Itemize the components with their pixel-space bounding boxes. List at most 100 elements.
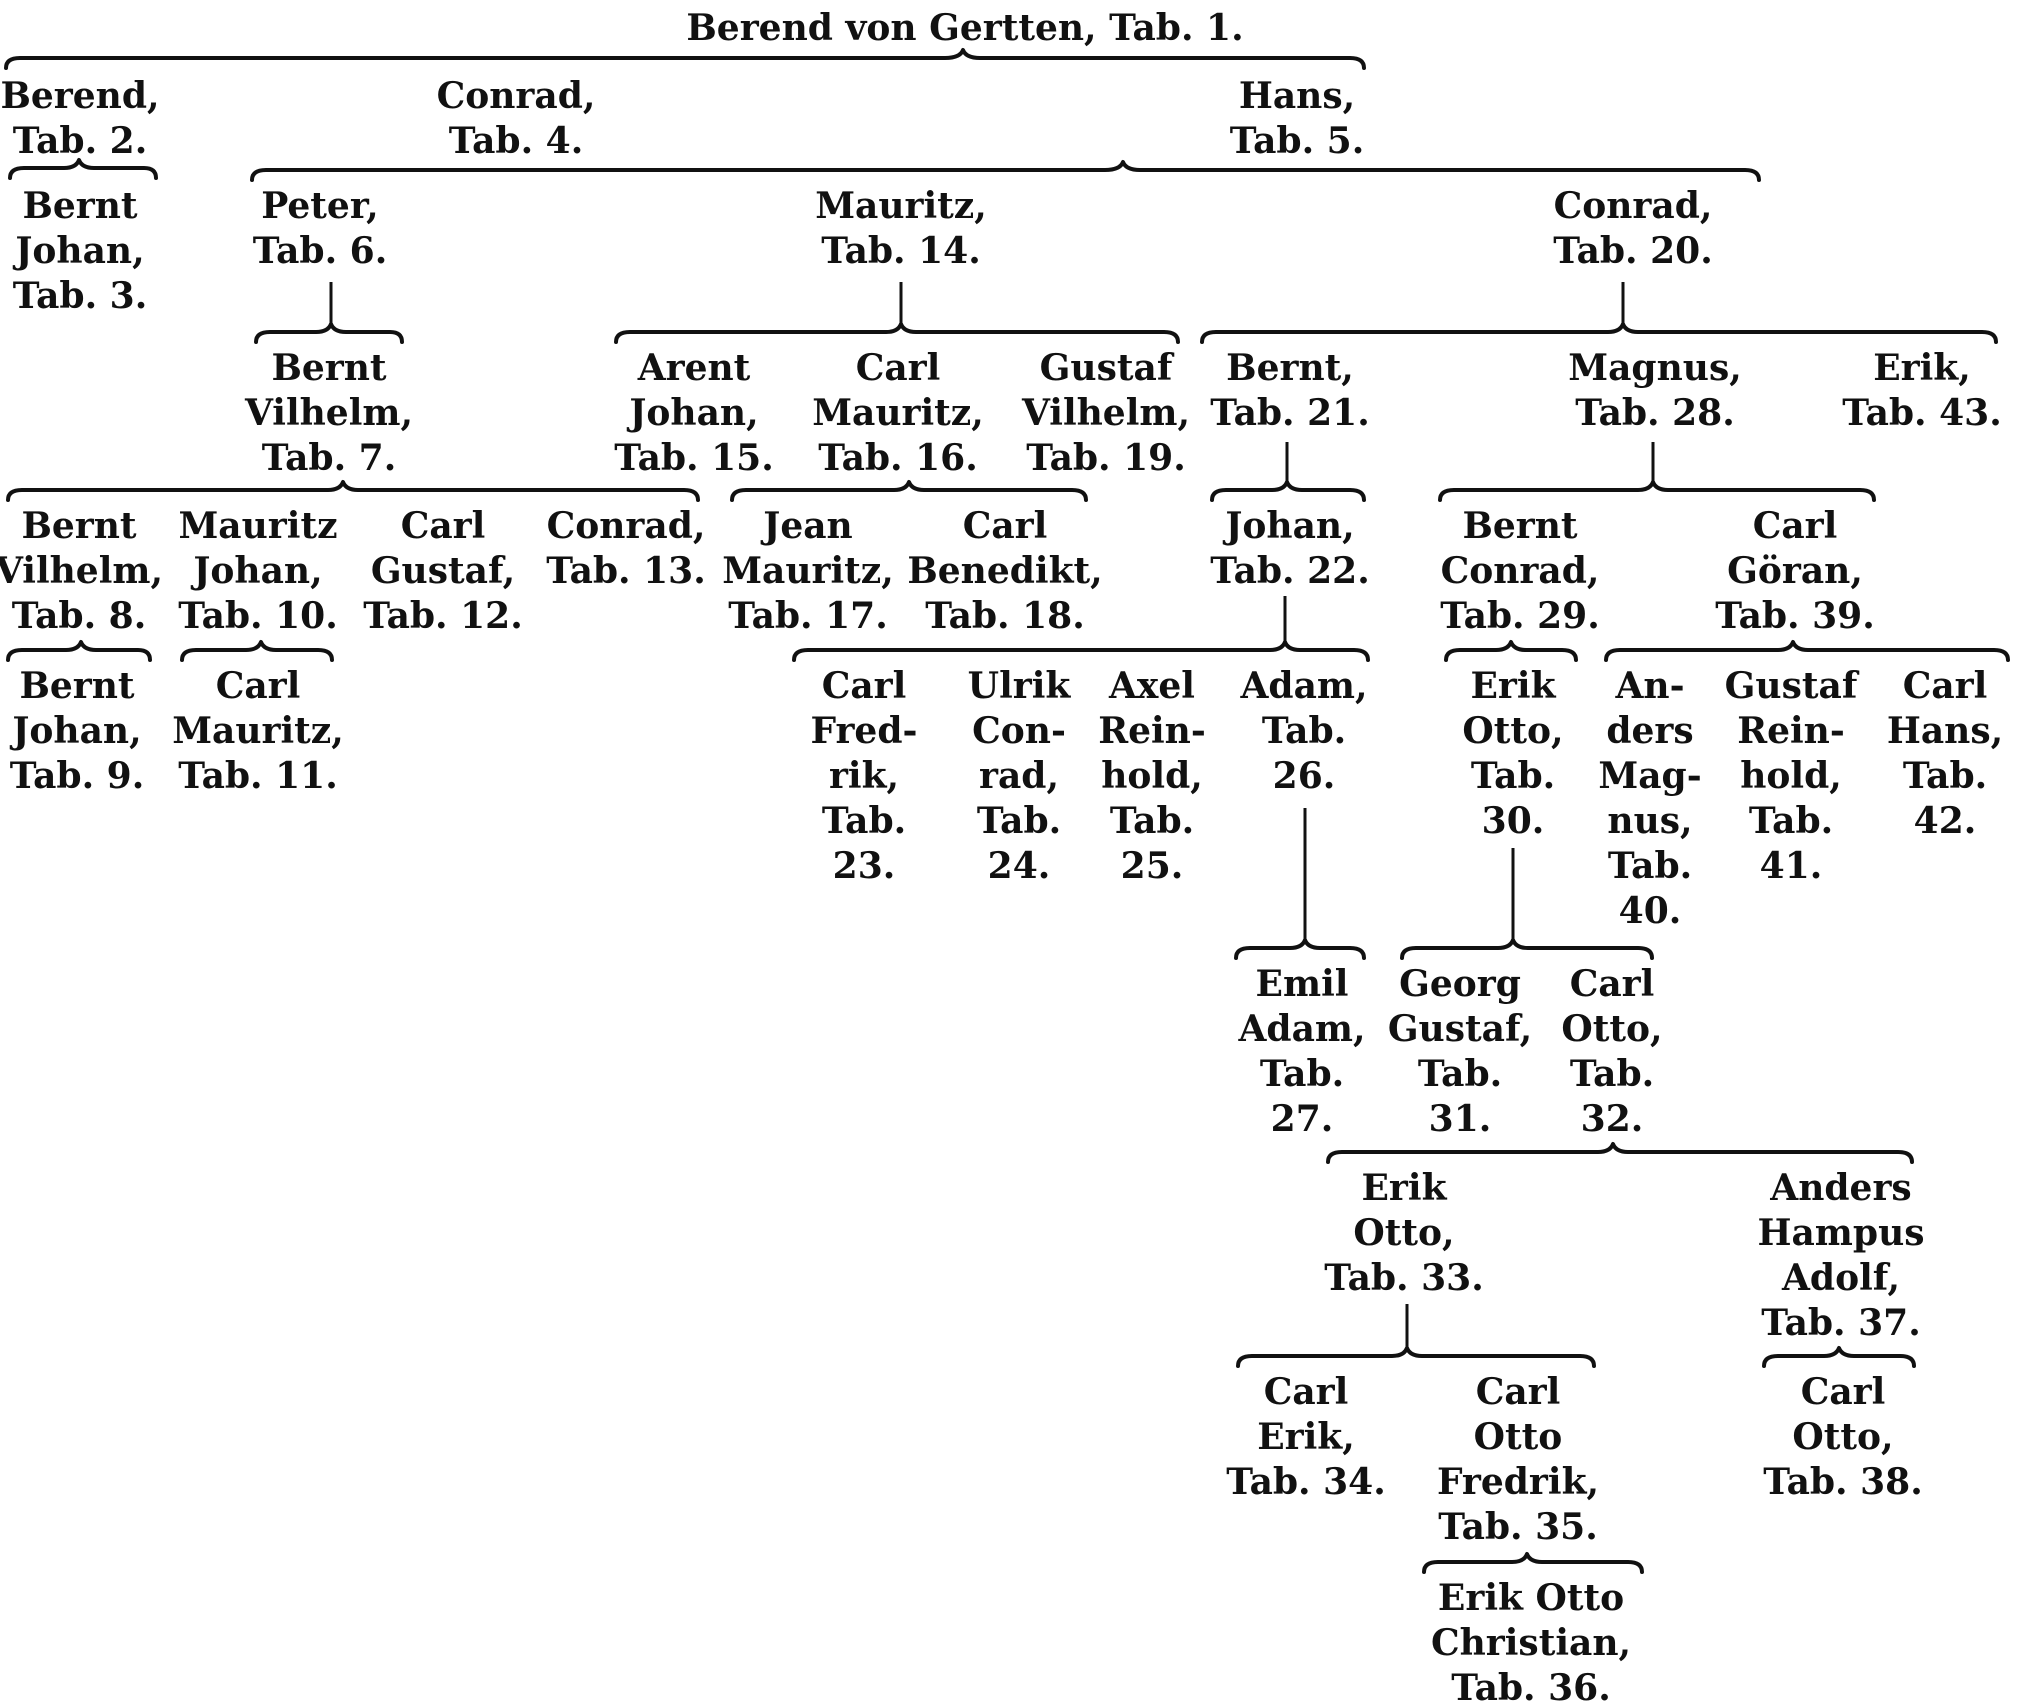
tab23-line: rik,: [829, 755, 899, 797]
tab30-line: Tab.: [1471, 755, 1555, 797]
brace-tab21-children: [1210, 480, 1366, 502]
tab33-line: Tab. 33.: [1324, 1257, 1484, 1299]
tab34-line: Carl: [1264, 1371, 1349, 1413]
tab31-line: 31.: [1429, 1098, 1492, 1140]
brace-tab4-children: [250, 160, 1761, 182]
tab23-line: Fred-: [811, 710, 918, 752]
tab34-line: Erik,: [1257, 1416, 1355, 1458]
tab37-line: Anders: [1769, 1167, 1911, 1209]
node-tab25: Axel Rein-hold, Tab. 25.: [1098, 665, 1206, 887]
tab31-line: Georg: [1399, 963, 1521, 1005]
tab22-line: Johan,: [1222, 505, 1354, 547]
tab15-line: Tab. 15.: [614, 437, 774, 479]
tab16-line: Carl: [856, 347, 941, 389]
node-tab9: Bernt Johan, Tab. 9.: [9, 665, 144, 797]
tab10-line: Mauritz: [178, 505, 337, 547]
brace-tab28-children: [1438, 480, 1876, 502]
node-tab13: Conrad, Tab. 13.: [546, 505, 706, 592]
node-tab4: Conrad, Tab. 4.: [437, 75, 596, 162]
brace-tab37-children: [1762, 1346, 1916, 1368]
tab28-line: Magnus,: [1568, 347, 1742, 389]
tab9-line: Bernt: [19, 665, 134, 707]
node-tab2: Berend, Tab. 2.: [0, 75, 159, 162]
node-tab21: Bernt, Tab. 21.: [1210, 347, 1370, 434]
tab24-line: Con-: [972, 710, 1066, 752]
tab29-line: Tab. 29.: [1440, 595, 1600, 637]
tab25-line: Tab.: [1110, 800, 1194, 842]
node-tab40: An-ders Mag-nus, Tab. 40.: [1598, 665, 1701, 932]
tab31-line: Tab.: [1418, 1053, 1502, 1095]
tab41-line: Tab.: [1749, 800, 1833, 842]
tab21-line: Tab. 21.: [1210, 392, 1370, 434]
tab29-line: Bernt: [1462, 505, 1577, 547]
tab8-line: Vilhelm,: [0, 550, 163, 592]
tab18-line: Carl: [963, 505, 1048, 547]
brace-tab20-children: [1200, 322, 1998, 344]
tab27-line: Emil: [1256, 963, 1349, 1005]
tab19-line: Tab. 19.: [1026, 437, 1186, 479]
node-tab30: Erik Otto, Tab. 30.: [1462, 665, 1563, 842]
node-tab29: Bernt Conrad, Tab. 29.: [1440, 505, 1600, 637]
tab39-line: Tab. 39.: [1715, 595, 1875, 637]
node-tab3: Bernt Johan, Tab. 3.: [12, 185, 147, 317]
node-tab35: Carl Otto Fredrik, Tab. 35.: [1437, 1371, 1599, 1548]
tab32-line: 32.: [1581, 1098, 1644, 1140]
node-tab11: Carl Mauritz, Tab. 11.: [172, 665, 344, 797]
tab3-line: Bernt: [22, 185, 137, 227]
tab37-line: Tab. 37.: [1761, 1302, 1921, 1344]
brace-tab39-children: [1604, 640, 2010, 662]
node-tab36: Erik Otto Christian, Tab. 36.: [1431, 1577, 1631, 1704]
tab14-line: Tab. 14.: [821, 230, 981, 272]
tab40-line: nus,: [1607, 800, 1692, 842]
tab19-line: Vilhelm,: [1021, 392, 1190, 434]
tab42-line: Carl: [1903, 665, 1988, 707]
tab40-line: An-: [1614, 665, 1684, 707]
tab38-line: Otto,: [1792, 1416, 1893, 1458]
tab35-line: Otto: [1474, 1416, 1563, 1458]
tab26-line: Adam,: [1239, 665, 1367, 707]
tab9-line: Tab. 9.: [10, 755, 145, 797]
nodes: Berend von Gertten, Tab. 1. Berend, Tab. …: [0, 7, 2003, 1704]
node-tab37: Anders Hampus Adolf, Tab. 37.: [1757, 1167, 1924, 1344]
tab27-line: Tab.: [1260, 1053, 1344, 1095]
node-tab34: Carl Erik, Tab. 34.: [1226, 1371, 1386, 1503]
node-tab33: Erik Otto, Tab. 33.: [1324, 1167, 1484, 1299]
tab32-line: Tab.: [1570, 1053, 1654, 1095]
tab40-line: ders: [1606, 710, 1693, 752]
tab11-line: Mauritz,: [172, 710, 344, 752]
tab41-line: hold,: [1740, 755, 1842, 797]
tab41-line: 41.: [1760, 845, 1823, 887]
tab20-line: Tab. 20.: [1553, 230, 1713, 272]
tab37-line: Hampus: [1757, 1212, 1924, 1254]
node-tab10: Mauritz Johan, Tab. 10.: [178, 505, 338, 637]
tab12-line: Gustaf,: [371, 550, 515, 592]
tab40-line: Tab.: [1608, 845, 1692, 887]
tab26-line: Tab.: [1262, 710, 1346, 752]
tab22-line: Tab. 22.: [1210, 550, 1370, 592]
tab18-line: Benedikt,: [907, 550, 1102, 592]
tab32-line: Carl: [1570, 963, 1655, 1005]
tab15-line: Johan,: [626, 392, 758, 434]
tab25-line: Rein-: [1098, 710, 1206, 752]
tab32-line: Otto,: [1561, 1008, 1662, 1050]
node-tab38: Carl Otto, Tab. 38.: [1763, 1371, 1923, 1503]
tab34-line: Tab. 34.: [1226, 1461, 1386, 1503]
node-tab1: Berend von Gertten, Tab. 1.: [686, 7, 1243, 49]
tab13-line: Conrad,: [547, 505, 706, 547]
node-tab12: Carl Gustaf, Tab. 12.: [363, 505, 523, 637]
brace-tab33-children: [1236, 1346, 1596, 1368]
tab10-line: Tab. 10.: [178, 595, 338, 637]
tab16-line: Tab. 16.: [818, 437, 978, 479]
tab6-line: Peter,: [261, 185, 378, 227]
tab4-line: Conrad,: [437, 75, 596, 117]
tab35-line: Carl: [1476, 1371, 1561, 1413]
node-tab19: Gustaf Vilhelm, Tab. 19.: [1021, 347, 1190, 479]
tab16-line: Mauritz,: [812, 392, 984, 434]
tab12-line: Carl: [401, 505, 486, 547]
node-tab8: Bernt Vilhelm, Tab. 8.: [0, 505, 163, 637]
node-tab6: Peter, Tab. 6.: [253, 185, 388, 272]
tab39-line: Carl: [1753, 505, 1838, 547]
tab27-line: 27.: [1271, 1098, 1334, 1140]
stems: [329, 282, 1655, 1348]
